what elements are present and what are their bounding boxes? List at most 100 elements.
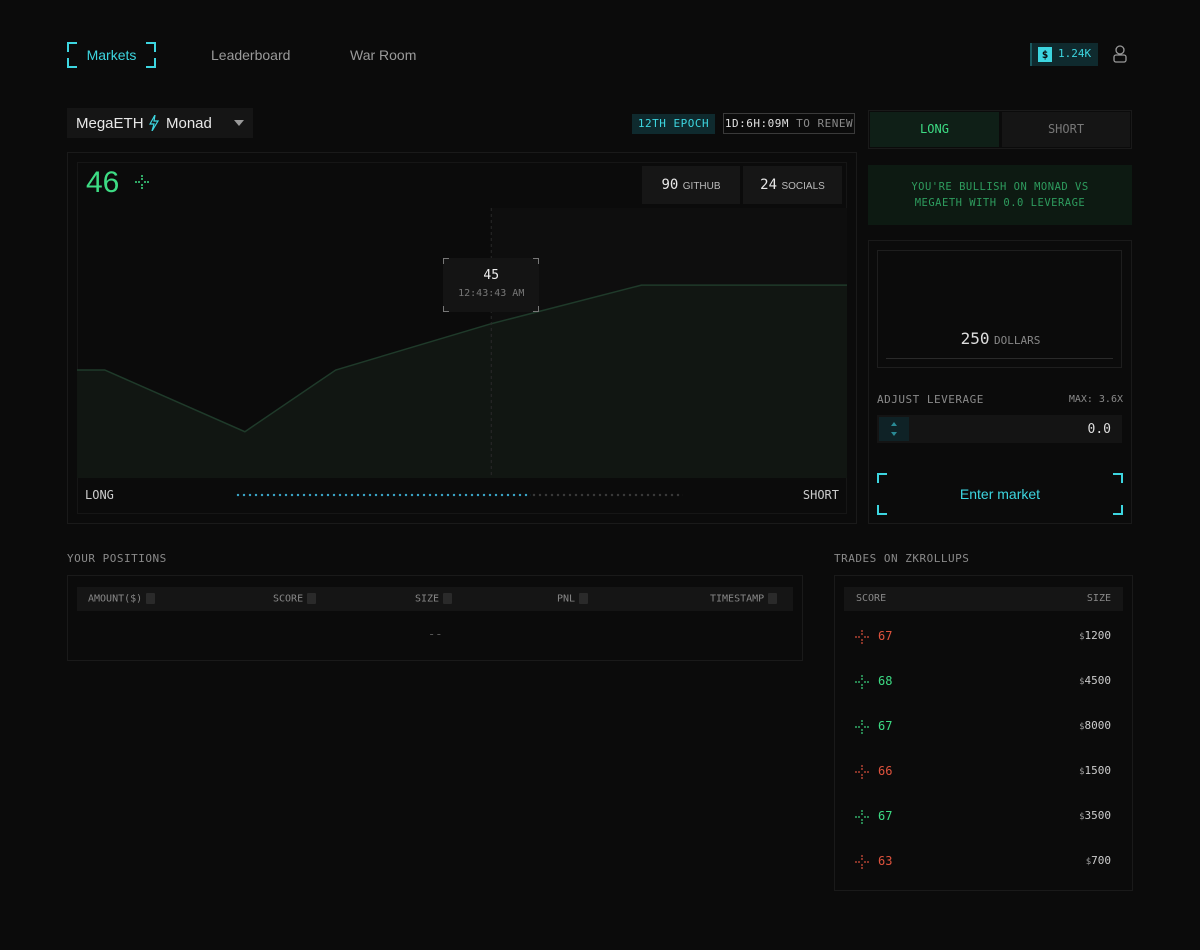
socials-stat: 24 SOCIALS [743,166,842,204]
icon-dot [861,819,863,821]
size-value: 4500 [1084,674,1112,687]
trades-header: SCORE SIZE [844,587,1123,611]
trade-row: 63 $700 [844,852,1111,872]
icon-dot [855,726,857,728]
bolt-icon [149,115,159,131]
column-header: SCORE [273,593,317,605]
trade-size: $1200 [1079,629,1111,642]
positions-title: YOUR POSITIONS [67,552,167,565]
icon-dot [864,636,866,638]
nav-markets[interactable]: Markets [67,42,156,68]
tab-short[interactable]: SHORT [1002,112,1130,147]
trades-title: TRADES ON ZKROLLUPS [834,552,970,565]
size-value: 3500 [1084,809,1112,822]
icon-dot [858,771,860,773]
icon-dot [861,855,863,857]
leverage-label: ADJUST LEVERAGE [877,393,984,406]
currency: $ [1079,677,1085,687]
amount-box[interactable]: 250 DOLLARS [877,250,1122,368]
trade-size: $4500 [1079,674,1111,687]
positions-table [67,575,803,661]
trade-score: 63 [878,854,893,868]
sentiment-long [235,493,531,497]
column-label: TIMESTAMP [710,593,765,605]
icon-dot [861,864,863,866]
trade-score: 68 [878,674,893,688]
short-label: SHORT [802,488,839,502]
score-icon [135,175,149,189]
sort-icon [146,593,156,604]
user-icon[interactable] [1112,45,1128,63]
sort-icon [307,593,317,604]
icon-dot [861,822,863,824]
nav-war-room[interactable]: War Room [350,47,417,63]
nav-leaderboard[interactable]: Leaderboard [211,47,291,63]
leverage-max: MAX: 3.6X [1068,394,1123,405]
icon-dot [867,861,869,863]
tabs: LONG SHORT [868,110,1132,149]
column-label: AMOUNT($) [88,593,143,605]
icon-dot [858,636,860,638]
positions-header: AMOUNT($) SCORE SIZE PNL TIMESTAMP [77,587,793,611]
icon-dot [861,774,863,776]
tooltip-time: 12:43:43 AM [458,288,525,299]
trade-icon [855,720,869,734]
icon-dot [855,861,857,863]
github-value: 90 [661,177,679,193]
positions-empty: -- [428,627,443,641]
trades-table [834,575,1133,891]
icon-dot [861,720,863,722]
socials-value: 24 [760,177,778,193]
currency: $ [1079,812,1085,822]
trade-icon [855,855,869,869]
currency: $ [1079,767,1085,777]
icon-dot [861,687,863,689]
stepper-arrows [891,422,897,436]
icon-dot [861,723,863,725]
timer: 1D:6H:09M [724,117,789,130]
nav-label[interactable]: Markets [86,47,137,63]
pair-b: Monad [166,115,212,132]
icon-dot [858,726,860,728]
icon-dot [855,771,857,773]
icon-dot [861,633,863,635]
icon-dot [864,726,866,728]
github-stat: 90 GITHUB [642,166,740,204]
trade-icon [855,810,869,824]
trade-size: $1500 [1079,764,1111,777]
sort-icon [579,593,589,604]
button-label: Enter market [959,486,1041,502]
sentiment-short [531,493,683,497]
icon-dot [861,765,863,767]
icon-dot [861,810,863,812]
sort-icon [443,593,453,604]
size-value: 700 [1091,854,1111,867]
trade-size: $8000 [1079,719,1111,732]
enter-market-button[interactable]: Enter market [877,473,1123,515]
trade-row: 67 $8000 [844,717,1111,737]
icon-dot [855,681,857,683]
currency-icon: $ [1038,47,1052,62]
balance[interactable]: $ 1.24K [1030,43,1098,66]
epoch-badge: 12TH EPOCH [632,114,715,134]
column-header: SCORE [856,593,887,604]
icon-dot [867,771,869,773]
github-label: GITHUB [682,181,721,192]
trade-score: 67 [878,719,893,733]
trade-score: 66 [878,764,893,778]
tab-long[interactable]: LONG [870,112,999,147]
amount-value: 250 [960,329,990,348]
column-header: SIZE [1086,593,1111,604]
timer-suffix: TO RENEW [796,117,854,130]
chart-tooltip: 45 12:43:43 AM [443,258,540,312]
icon-dot [867,726,869,728]
socials-label: SOCIALS [781,181,825,192]
stepper[interactable] [879,417,909,441]
currency: $ [1079,632,1085,642]
leverage-input[interactable]: 0.0 [877,415,1122,443]
pair-selector[interactable]: MegaETH Monad [67,108,253,138]
icon-dot [861,675,863,677]
trade-row: 66 $1500 [844,762,1111,782]
renew-timer: 1D:6H:09M TO RENEW [723,113,855,134]
icon-dot [864,861,866,863]
